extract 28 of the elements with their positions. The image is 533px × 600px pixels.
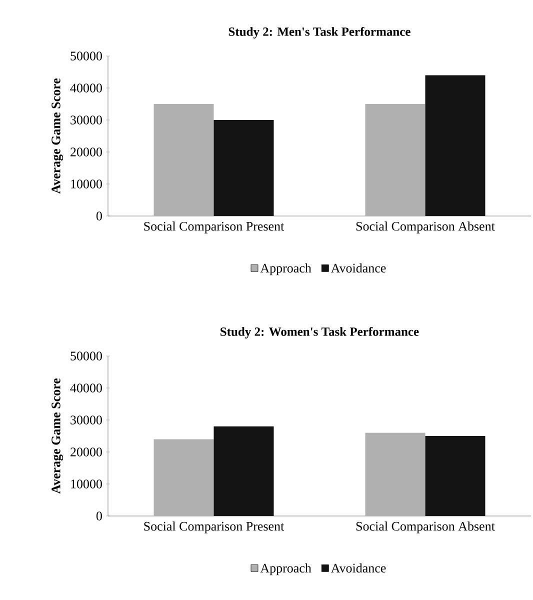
legend-label: Approach xyxy=(260,563,312,576)
y-tick-label: 0 xyxy=(96,212,102,220)
chart-title: Study 2: Men's Task Performance xyxy=(228,26,410,38)
x-tick-label: Social Comparison Present xyxy=(144,522,284,534)
y-axis-title: Average Game Score xyxy=(52,378,64,494)
y-tick-label: 50000 xyxy=(70,352,102,360)
y-tick-label: 40000 xyxy=(70,84,102,92)
bar xyxy=(154,104,214,216)
y-tick-label: 20000 xyxy=(70,448,102,456)
x-tick-label: Social Comparison Present xyxy=(144,222,284,234)
y-tick-label: 20000 xyxy=(70,148,102,156)
y-tick-label: 30000 xyxy=(70,416,102,424)
bar xyxy=(214,120,274,216)
x-tick-label: Social Comparison Absent xyxy=(356,522,495,534)
legend-label: Avoidance xyxy=(330,263,386,273)
legend-label: Approach xyxy=(260,263,312,276)
y-tick-label: 50000 xyxy=(70,52,102,60)
chart-title: Study 2: Women's Task Performance xyxy=(220,326,419,338)
y-tick-label: 0 xyxy=(96,512,102,520)
legend-label: Avoidance xyxy=(330,563,386,573)
bar xyxy=(425,75,486,216)
y-tick-label: 30000 xyxy=(70,116,102,124)
bar xyxy=(365,104,426,216)
y-tick-label: 10000 xyxy=(71,480,102,488)
x-tick-label: Social Comparison Absent xyxy=(356,222,495,234)
y-tick-label: 40000 xyxy=(70,384,102,392)
y-axis-title: Average Game Score xyxy=(52,78,64,194)
y-tick-label: 10000 xyxy=(71,180,102,188)
